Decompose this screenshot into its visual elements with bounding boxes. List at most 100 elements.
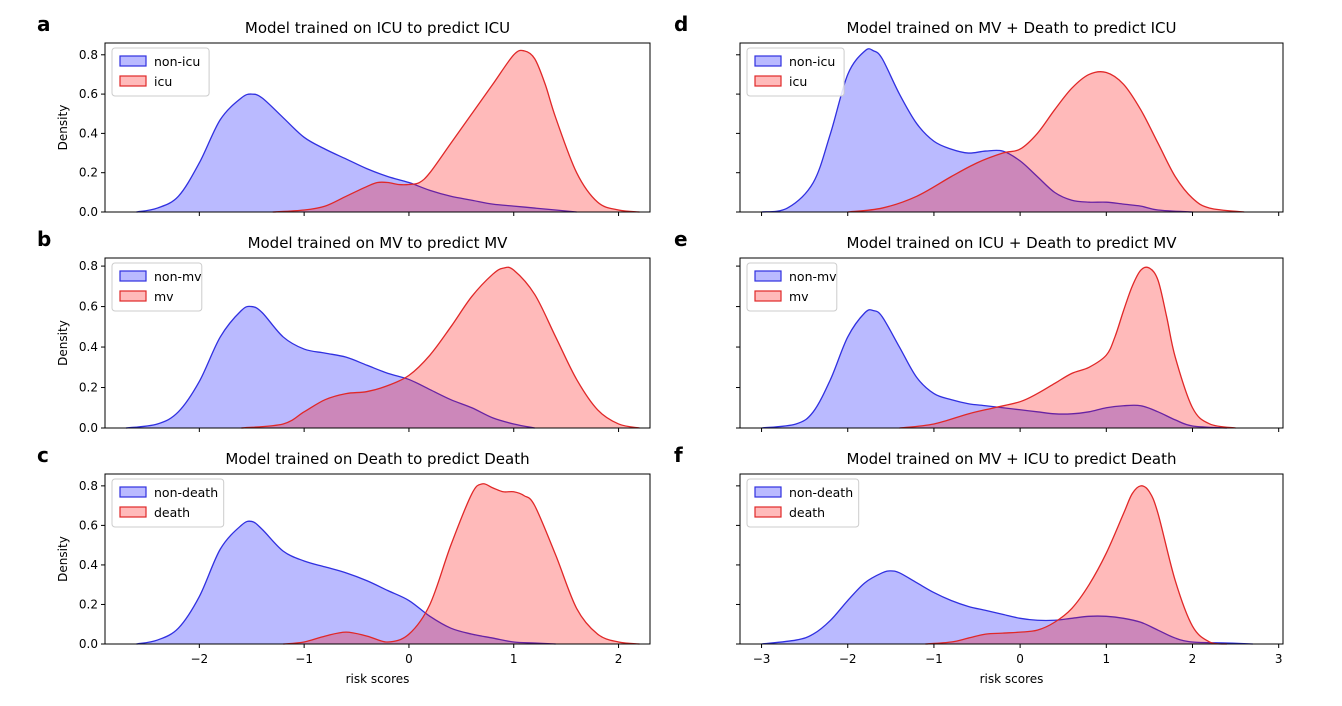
x-tick-label: −2	[190, 652, 208, 666]
x-tick-label: 1	[510, 652, 518, 666]
legend-box	[746, 47, 845, 97]
y-tick-label: 0.6	[79, 87, 98, 101]
x-tick-label: −2	[839, 652, 857, 666]
x-axis-label: risk scores	[980, 672, 1044, 686]
legend-label-non-icu: non-icu	[789, 54, 835, 69]
series-non-icu-area	[136, 94, 577, 212]
panel-title: Model trained on MV to predict MV	[248, 234, 509, 252]
legend-label-icu: icu	[154, 74, 172, 89]
legend-swatch-non-mv	[754, 270, 782, 282]
series-mv-line	[241, 266, 640, 429]
panel-letter: e	[674, 227, 688, 251]
series-non-death-line	[136, 520, 556, 645]
x-tick-label: −1	[925, 652, 943, 666]
x-tick-label: −3	[753, 652, 771, 666]
x-tick-label: 2	[1189, 652, 1197, 666]
series-non-mv-area	[761, 309, 1227, 428]
panel-letter: f	[674, 443, 683, 467]
axes-frame	[739, 473, 1284, 645]
axes-frame	[104, 257, 651, 429]
x-tick-label: 0	[1016, 652, 1024, 666]
series-icu-line	[847, 71, 1245, 213]
legend-swatch-icu	[119, 75, 147, 87]
legend-swatch-mv	[754, 290, 782, 302]
y-tick-label: 0.0	[79, 421, 98, 435]
legend-box	[111, 478, 225, 528]
series-non-icu-line	[136, 93, 577, 213]
panel-title: Model trained on MV + ICU to predict Dea…	[847, 450, 1177, 468]
panel-title: Model trained on ICU to predict ICU	[245, 19, 510, 37]
legend-swatch-death	[754, 506, 782, 518]
panel-letter: a	[37, 12, 51, 36]
legend-swatch-non-mv	[119, 270, 147, 282]
series-icu-area	[847, 71, 1245, 212]
axes-frame	[104, 42, 651, 213]
legend-box	[746, 478, 860, 528]
panel-b: 0.0 0.2 0.4 0.6 0.8 Model trained on MV to pr…	[37, 227, 651, 435]
series-death-area	[925, 485, 1227, 645]
y-tick-label: 0.8	[79, 259, 98, 273]
panel-letter: b	[37, 227, 51, 251]
series-death-area	[283, 483, 640, 644]
panel-d: Model trained on MV + Death to predict I…	[674, 12, 1284, 216]
y-axis-label: Density	[56, 320, 70, 366]
y-tick-label: 0.2	[79, 166, 98, 180]
series-icu-area	[272, 50, 640, 212]
y-tick-label: 0.6	[79, 518, 98, 532]
series-non-death-line	[761, 570, 1253, 645]
axes-frame	[739, 42, 1284, 213]
x-tick-label: 1	[1102, 652, 1110, 666]
x-axis-label: risk scores	[346, 672, 410, 686]
panel-title: Model trained on ICU + Death to predict …	[847, 234, 1178, 252]
legend-swatch-non-death	[119, 486, 147, 498]
legend-label-death: death	[154, 505, 190, 520]
series-icu-line	[272, 49, 640, 213]
series-non-mv-line	[761, 309, 1228, 429]
panel-e: Model trained on ICU + Death to predict …	[674, 227, 1284, 432]
series-death-line	[925, 485, 1228, 645]
legend-swatch-icu	[754, 75, 782, 87]
series-mv-area	[899, 267, 1236, 428]
axes-frame	[104, 473, 651, 645]
y-axis-label: Density	[56, 105, 70, 151]
legend-box	[111, 262, 203, 312]
y-tick-label: 0.8	[79, 48, 98, 62]
y-tick-label: 0.0	[79, 637, 98, 651]
legend-label-icu: icu	[789, 74, 807, 89]
legend-swatch-mv	[119, 290, 147, 302]
series-non-mv-area	[125, 306, 535, 428]
legend-label-non-icu: non-icu	[154, 54, 200, 69]
y-tick-label: 0.2	[79, 597, 98, 611]
legend-label-non-mv: non-mv	[789, 269, 837, 284]
legend-swatch-non-icu	[119, 55, 147, 67]
series-non-death-area	[136, 521, 556, 644]
legend-swatch-non-icu	[754, 55, 782, 67]
axes-frame	[739, 257, 1284, 429]
legend-label-non-death: non-death	[789, 485, 853, 500]
series-mv-line	[899, 266, 1236, 429]
y-tick-label: 0.8	[79, 479, 98, 493]
y-tick-label: 0.4	[79, 558, 98, 572]
x-tick-label: 0	[405, 652, 413, 666]
series-non-icu-area	[761, 48, 1193, 212]
panel-c: −2 −1 0 1 2 0.0 0.2 0.4 0.6 0.8 Model trained on D…	[37, 443, 651, 686]
y-axis-label: Density	[56, 536, 70, 582]
legend-label-non-death: non-death	[154, 485, 218, 500]
panel-a: 0.0 0.2 0.4 0.6 0.8 Model trained on ICU to p…	[37, 12, 651, 219]
y-tick-label: 0.4	[79, 126, 98, 140]
x-tick-label: −1	[295, 652, 313, 666]
legend-box	[111, 47, 210, 97]
x-tick-label: 3	[1275, 652, 1283, 666]
series-non-icu-line	[761, 48, 1193, 213]
legend-swatch-non-death	[754, 486, 782, 498]
legend-label-mv: mv	[154, 289, 174, 304]
series-mv-area	[241, 267, 640, 428]
series-non-death-area	[761, 570, 1253, 644]
panel-letter: c	[37, 443, 49, 467]
panel-f: −3 −2 −1 0 1 2 3 Model trained on MV + ICU to p…	[674, 443, 1284, 686]
panel-letter: d	[674, 12, 688, 36]
legend-label-non-mv: non-mv	[154, 269, 202, 284]
panel-title: Model trained on Death to predict Death	[225, 450, 529, 468]
y-tick-label: 0.0	[79, 205, 98, 219]
